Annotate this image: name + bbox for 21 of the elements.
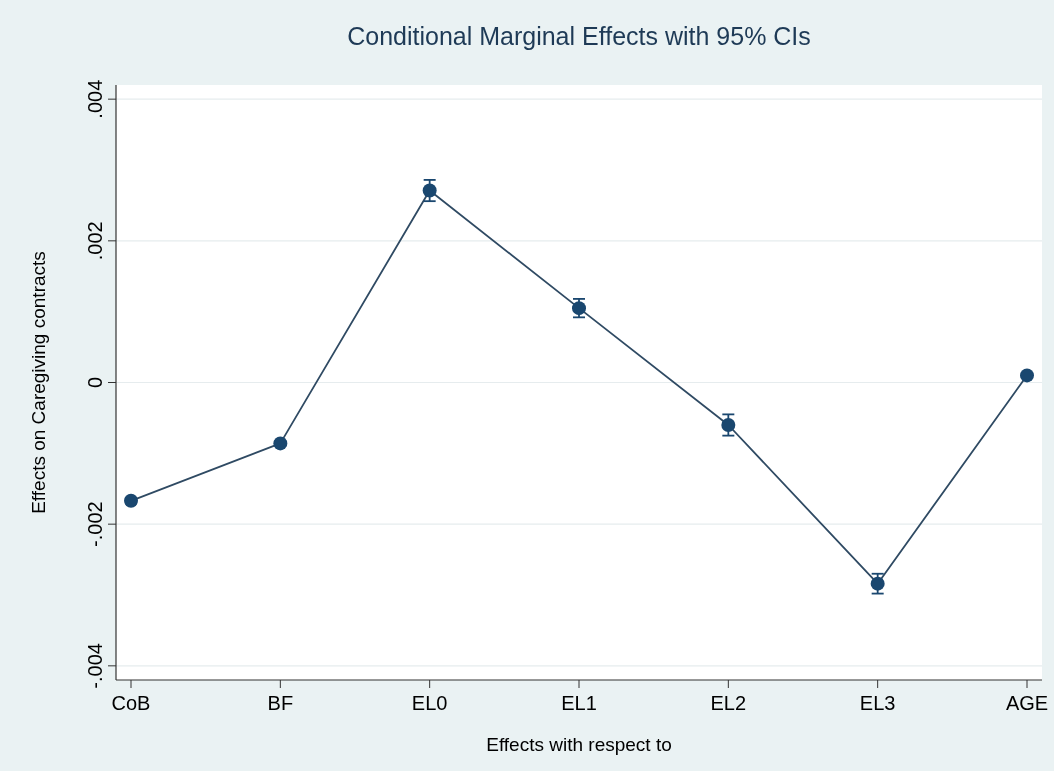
x-axis-title: Effects with respect to — [486, 734, 672, 755]
x-tick-label: EL3 — [859, 692, 896, 714]
point — [273, 436, 288, 451]
y-tick-label: 0 — [84, 376, 106, 389]
x-tick-label: EL1 — [561, 692, 597, 714]
point — [124, 493, 138, 508]
x-tick-label: EL0 — [411, 692, 448, 714]
point — [721, 418, 736, 432]
point — [1020, 368, 1034, 383]
y-tick-label: -.004 — [84, 643, 106, 689]
point — [422, 183, 437, 198]
x-tick-label: CoB — [111, 692, 151, 714]
x-tick-label: AGE — [1005, 692, 1049, 714]
x-tick-label: BF — [267, 692, 294, 714]
y-tick-label: .002 — [84, 221, 106, 261]
y-axis-title: Effects on Caregiving contracts — [28, 251, 49, 514]
y-tick-label: .004 — [84, 79, 106, 119]
point — [870, 576, 885, 591]
y-tick-label: -.002 — [84, 501, 106, 547]
x-tick-label: EL2 — [710, 692, 747, 714]
chart-title: Conditional Marginal Effects with 95% CIs — [347, 22, 811, 50]
